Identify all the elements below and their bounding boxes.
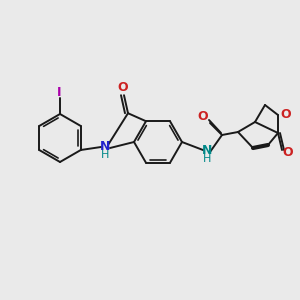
Text: O: O [281, 107, 291, 121]
Text: N: N [202, 143, 212, 157]
Text: O: O [198, 110, 208, 124]
Text: I: I [57, 85, 61, 98]
Text: N: N [100, 140, 110, 152]
Text: O: O [283, 146, 293, 158]
Text: O: O [118, 81, 128, 94]
Text: H: H [101, 150, 109, 160]
Text: H: H [203, 154, 211, 164]
